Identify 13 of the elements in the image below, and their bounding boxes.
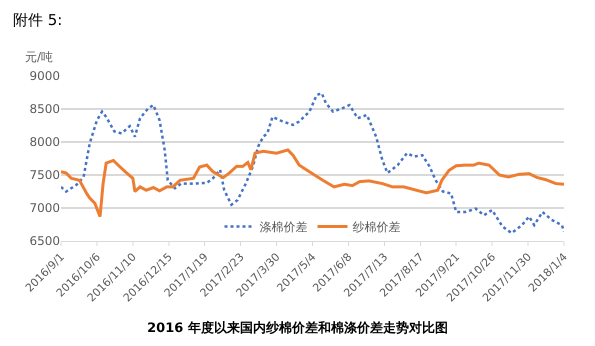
y-tick-label: 7000 <box>29 201 60 216</box>
y-tick-label: 8500 <box>29 102 60 116</box>
y-axis-title: 元/吨 <box>25 50 54 64</box>
line-series <box>61 92 564 234</box>
legend-label: 涤棉价差 <box>260 220 308 234</box>
y-tick-label: 6500 <box>29 234 60 248</box>
y-tick-label: 9000 <box>29 69 60 84</box>
legend-label: 纱棉价差 <box>352 220 400 234</box>
y-tick-label: 8000 <box>29 135 60 150</box>
line-series <box>61 148 564 218</box>
text: 2016 年度以来国内纱棉价差和棉涤价差走势对比图 <box>147 320 448 336</box>
text: 附件 5: <box>13 11 62 29</box>
y-tick-label: 7500 <box>29 168 60 182</box>
